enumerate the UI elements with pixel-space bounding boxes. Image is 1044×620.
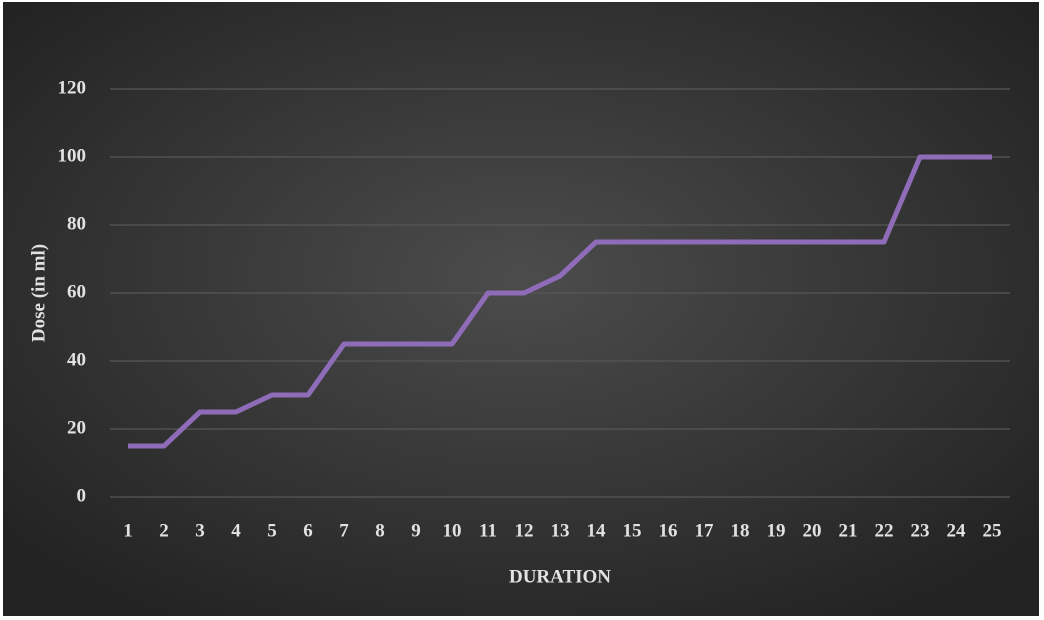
x-tick-label: 12 <box>515 520 534 541</box>
y-tick-label: 100 <box>58 145 87 166</box>
y-tick-label: 40 <box>67 349 86 370</box>
y-axis-title: Dose (in ml) <box>28 244 49 342</box>
x-tick-label: 17 <box>695 520 715 541</box>
x-tick-label: 21 <box>839 520 858 541</box>
x-tick-label: 20 <box>803 520 822 541</box>
data-line <box>128 154 992 449</box>
x-tick-label: 13 <box>551 520 570 541</box>
x-tick-label: 18 <box>731 520 750 541</box>
y-tick-label: 120 <box>58 77 87 98</box>
x-tick-label: 10 <box>443 520 462 541</box>
x-tick-label: 22 <box>875 520 894 541</box>
x-tick-label: 9 <box>411 520 421 541</box>
y-tick-label: 80 <box>67 213 86 234</box>
x-tick-label: 1 <box>123 520 133 541</box>
x-tick-label: 5 <box>267 520 277 541</box>
y-tick-label: 0 <box>77 485 87 506</box>
x-tick-label: 8 <box>375 520 385 541</box>
x-tick-label: 16 <box>659 520 678 541</box>
x-tick-label: 15 <box>623 520 642 541</box>
x-axis-title: DURATION <box>509 566 611 587</box>
y-tick-label: 60 <box>67 281 86 302</box>
x-tick-label: 14 <box>587 520 607 541</box>
y-tick-label: 20 <box>67 417 86 438</box>
x-tick-label: 11 <box>479 520 497 541</box>
x-tick-label: 4 <box>231 520 241 541</box>
x-tick-label: 25 <box>983 520 1002 541</box>
x-tick-label: 7 <box>339 520 349 541</box>
x-tick-label: 24 <box>947 520 967 541</box>
x-tick-label: 6 <box>303 520 313 541</box>
x-tick-label: 23 <box>911 520 930 541</box>
x-tick-label: 19 <box>767 520 786 541</box>
x-tick-label: 3 <box>195 520 205 541</box>
x-tick-label: 2 <box>159 520 169 541</box>
background <box>3 2 1039 616</box>
